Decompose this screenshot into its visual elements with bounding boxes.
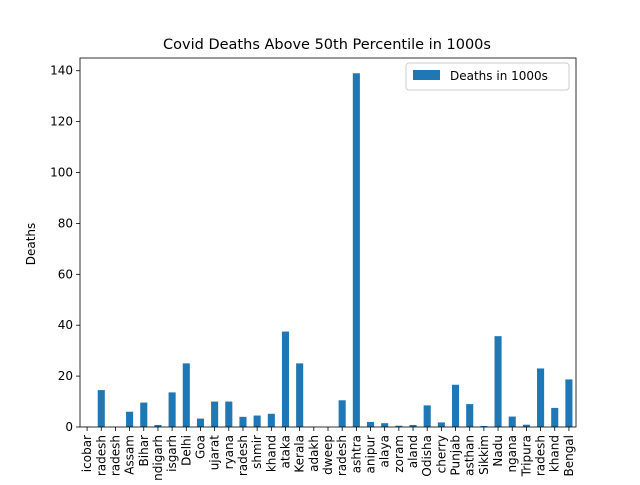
bar: [466, 404, 473, 427]
x-tick-label: Sikkim: [477, 435, 491, 475]
bar: [183, 363, 190, 427]
y-tick-label: 100: [50, 166, 73, 180]
x-tick-label: alaya: [378, 435, 392, 468]
legend-label: Deaths in 1000s: [450, 69, 548, 83]
y-tick-label: 60: [58, 267, 73, 281]
x-tick-label: ataka: [278, 435, 292, 469]
bar: [381, 423, 388, 427]
bar: [239, 417, 246, 427]
x-tick-label: Kerala: [293, 435, 307, 473]
x-tick-label: adakh: [307, 435, 321, 472]
legend: Deaths in 1000s: [406, 63, 569, 90]
bar: [98, 390, 105, 427]
chart-title: Covid Deaths Above 50th Percentile in 10…: [163, 37, 491, 53]
x-tick-label: Bihar: [137, 435, 151, 467]
x-tick-label: Nadu: [491, 435, 505, 467]
bars: [84, 73, 573, 427]
x-tick-label: Assam: [123, 435, 137, 475]
bar: [438, 422, 445, 427]
x-tick-label: Tripura: [519, 435, 533, 477]
x-tick-label: aland: [406, 435, 420, 468]
bar: [495, 336, 502, 427]
legend-swatch: [413, 70, 440, 80]
x-tick-label: Punjab: [449, 435, 463, 476]
x-tick-label: cherry: [434, 435, 448, 473]
y-tick-label: 40: [58, 318, 73, 332]
bar: [282, 332, 289, 427]
bar: [225, 402, 232, 427]
x-tick-label: isgarh: [165, 435, 179, 472]
bar: [353, 73, 360, 427]
x-tick-label: shmir: [250, 435, 264, 469]
x-tick-label: zoram: [392, 435, 406, 473]
x-tick-label: radesh: [236, 435, 250, 476]
x-tick-label: anipur: [364, 435, 378, 474]
bar: [452, 385, 459, 427]
y-tick-label: 140: [50, 64, 73, 78]
x-tick-label: radesh: [108, 435, 122, 476]
bar: [509, 417, 516, 427]
bar: [126, 412, 133, 427]
bar: [565, 379, 572, 427]
x-tick-label: ujarat: [208, 435, 222, 471]
x-tick-label: asthan: [463, 435, 477, 476]
x-tick-label: radesh: [94, 435, 108, 476]
x-tick-label: radesh: [534, 435, 548, 476]
x-tick-label: ashtra: [349, 435, 363, 473]
x-tick-label: radesh: [335, 435, 349, 476]
x-tick-label: Delhi: [179, 435, 193, 466]
bar: [339, 400, 346, 427]
bar: [197, 419, 204, 427]
x-tick-label: Bengal: [562, 435, 576, 477]
bar: [268, 414, 275, 427]
y-tick-label: 0: [65, 420, 73, 434]
x-tick-label: ryana: [222, 435, 236, 469]
bar: [537, 368, 544, 427]
bar: [424, 405, 431, 427]
x-tick-label: khand: [548, 435, 562, 472]
bar: [169, 392, 176, 427]
bar: [254, 416, 261, 427]
x-tick-label: khand: [264, 435, 278, 472]
bar: [551, 408, 558, 427]
bar: [367, 422, 374, 427]
x-tick-label: Goa: [193, 435, 207, 459]
y-tick-label: 80: [58, 216, 73, 230]
x-tick-label: Odisha: [420, 435, 434, 477]
x-tick-label: icobar: [80, 435, 94, 472]
bar: [211, 402, 218, 427]
x-tick-label: dweep: [321, 435, 335, 475]
x-tick-label: ndigarh: [151, 435, 165, 480]
y-tick-label: 120: [50, 115, 73, 129]
y-tick-label: 20: [58, 369, 73, 383]
bar: [296, 363, 303, 427]
y-axis-label: Deaths: [24, 223, 38, 266]
x-tick-label: ngana: [505, 435, 519, 473]
bar: [140, 403, 147, 427]
